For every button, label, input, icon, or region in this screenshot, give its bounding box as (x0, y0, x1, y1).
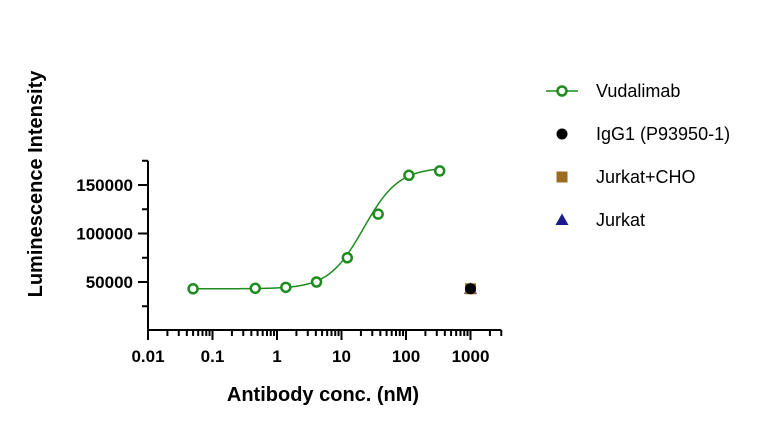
data-point (310, 276, 323, 288)
x-axis-title: Antibody conc. (nM) (227, 384, 419, 406)
legend-marker (555, 213, 569, 225)
legend-label: Jurkat (596, 210, 645, 230)
legend-label: Vudalimab (596, 81, 680, 101)
legend-marker (556, 171, 568, 183)
y-tick-label: 150000 (76, 176, 133, 195)
legend-label: Jurkat+CHO (596, 167, 696, 187)
x-tick-label: 0.01 (131, 347, 164, 366)
fit-curve (193, 168, 440, 290)
data-point (280, 281, 292, 294)
x-tick-label: 0.1 (201, 347, 225, 366)
legend-label: IgG1 (P93950-1) (596, 124, 730, 144)
x-tick-label: 100 (392, 347, 420, 366)
x-tick-label: 1 (272, 347, 281, 366)
data-point (433, 165, 446, 177)
data-point (403, 169, 415, 182)
x-tick-label: 1000 (452, 347, 490, 366)
x-tick-label: 10 (332, 347, 351, 366)
data-point (372, 208, 384, 220)
axes: 50000 100000 150000 0.01 0.1 1 10 100 1000 (76, 159, 503, 366)
legend-marker (556, 128, 568, 140)
y-tick-label: 100000 (76, 225, 133, 244)
legend: Vudalimab IgG1 (P93950-1) Jurkat+CHO Jurkat (546, 81, 730, 230)
data-point (341, 252, 354, 264)
data-point (465, 283, 476, 295)
legend-marker (556, 85, 568, 97)
plot-area (187, 165, 477, 295)
y-tick-label: 50000 (86, 273, 133, 292)
data-point (249, 282, 261, 295)
y-axis-title: Luminescence Intensity (25, 70, 47, 298)
data-point (187, 283, 199, 295)
